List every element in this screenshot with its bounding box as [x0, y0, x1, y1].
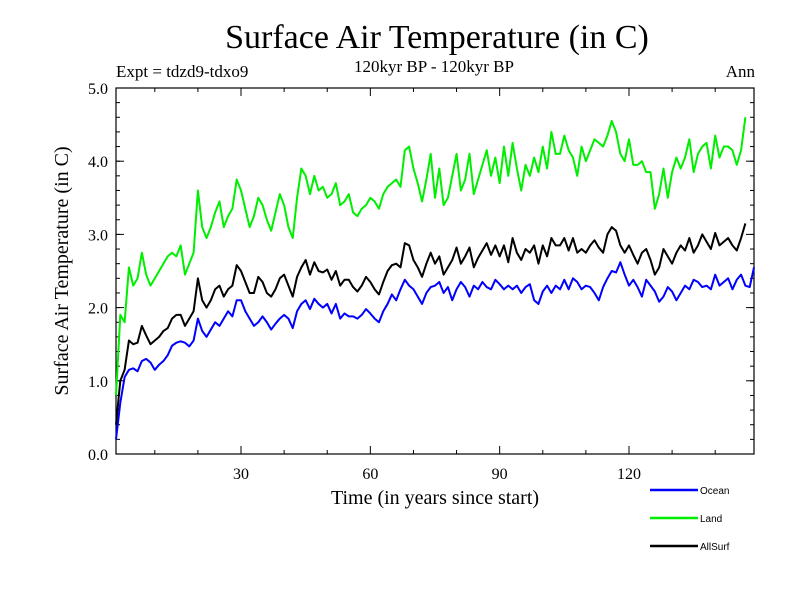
x-axis-ticks: 30 60 90 120: [154, 88, 716, 483]
x-tick-label: 30: [233, 466, 249, 483]
season-label: Ann: [726, 62, 756, 81]
legend-label-allsurf: AllSurf: [700, 542, 730, 553]
x-axis-label: Time (in years since start): [331, 487, 539, 509]
y-tick-label: 3.0: [88, 227, 108, 244]
chart-title: Surface Air Temperature (in C): [225, 19, 649, 56]
y-tick-label: 0.0: [88, 447, 108, 464]
plot-area: 0.0 1.0 2.0 3.0 4.0 5.0 30 60 90 120: [88, 81, 755, 483]
y-axis-ticks: 0.0 1.0 2.0 3.0 4.0 5.0: [88, 81, 754, 464]
series-line-allsurf: [115, 223, 747, 425]
y-tick-label: 1.0: [88, 374, 108, 391]
series-line-land: [115, 117, 747, 396]
x-tick-label: 90: [492, 466, 508, 483]
plot-frame: [115, 87, 755, 455]
legend: Ocean Land AllSurf: [650, 486, 730, 553]
series-lines: [115, 117, 755, 440]
y-axis-label: Surface Air Temperature (in C): [51, 146, 73, 395]
expt-label: Expt = tdzd9-tdxo9: [116, 62, 248, 81]
x-tick-label: 60: [362, 466, 378, 483]
y-tick-label: 5.0: [88, 81, 108, 98]
chart-subtitle: 120kyr BP - 120kyr BP: [354, 57, 514, 76]
legend-label-land: Land: [700, 514, 722, 525]
x-tick-label: 120: [617, 466, 641, 483]
y-tick-label: 4.0: [88, 154, 108, 171]
y-tick-label: 2.0: [88, 301, 108, 318]
legend-label-ocean: Ocean: [700, 486, 729, 497]
series-line-ocean: [115, 261, 755, 440]
